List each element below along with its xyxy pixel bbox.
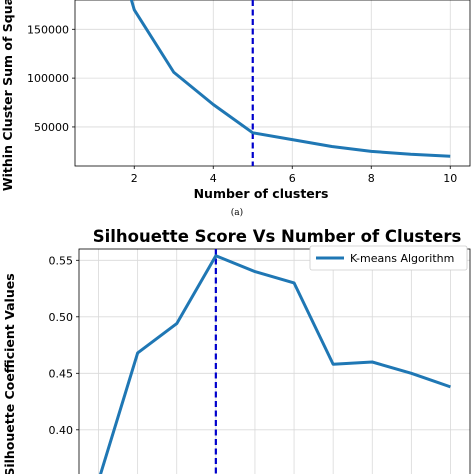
silhouette-legend: K-means Algorithm (309, 245, 468, 271)
elbow-y-axis-label: Within Cluster Sum of Squares (0, 0, 15, 191)
elbow-x-tick-labels: 2 4 6 8 10 (131, 166, 457, 185)
silhouette-y-axis-label: Silhouette Coefficient Values (2, 273, 17, 474)
y-tick-label: 100000 (27, 72, 69, 85)
x-tick-label: 2 (131, 172, 138, 185)
y-tick-label: 0.45 (49, 367, 74, 380)
x-tick-label: 4 (210, 172, 217, 185)
y-tick-label: 0.55 (49, 254, 74, 267)
silhouette-title: Silhouette Score Vs Number of Clusters (93, 227, 462, 246)
y-tick-label: 50000 (34, 121, 69, 134)
y-tick-label: 0.50 (49, 311, 74, 324)
silhouette-grid (79, 249, 470, 474)
elbow-x-axis-label: Number of clusters (194, 186, 329, 201)
elbow-series-line (129, 0, 451, 158)
silhouette-y-tick-labels: 0.40 0.45 0.50 0.55 (49, 254, 79, 437)
y-tick-label: 0.40 (49, 424, 74, 437)
elbow-plot-frame (74, 0, 471, 167)
legend-label: K-means Algorithm (350, 252, 454, 265)
elbow-chart: 2 4 6 8 10 50000 100000 150000 Number of clust… (0, 0, 471, 218)
x-tick-label: 6 (289, 172, 296, 185)
elbow-y-tick-labels: 50000 100000 150000 (27, 23, 75, 134)
silhouette-series-line (99, 254, 451, 474)
silhouette-plot-frame (78, 248, 471, 474)
silhouette-chart: Silhouette Score Vs Number of Clusters 0… (2, 227, 471, 474)
x-tick-label: 10 (443, 172, 457, 185)
elbow-caption: (a) (231, 207, 243, 218)
x-tick-label: 8 (368, 172, 375, 185)
elbow-grid (75, 0, 470, 166)
y-tick-label: 150000 (27, 23, 69, 36)
legend-box (309, 245, 468, 271)
